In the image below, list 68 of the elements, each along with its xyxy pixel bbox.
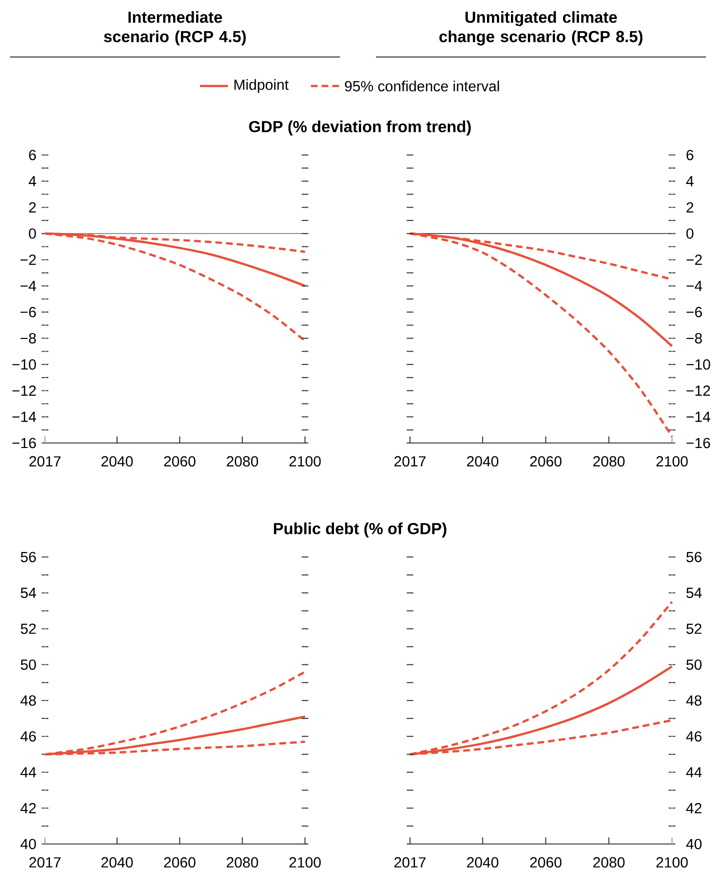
y-tick-label: 42: [20, 803, 36, 814]
y2-tick-label: 46: [686, 731, 702, 742]
y-tick-label: −14: [12, 412, 36, 422]
y-tick-label: 40: [20, 838, 36, 850]
x-tick-label: 2017: [29, 857, 61, 868]
y2-tick-label: 52: [686, 624, 702, 634]
y2-tick-label: 6: [686, 150, 694, 160]
y2-tick-label: −12: [686, 386, 710, 396]
x-tick-label: 2100: [656, 456, 688, 467]
x-tick-label: 2060: [164, 456, 196, 467]
y-tick-label: 6: [29, 150, 36, 160]
legend-label: 95% confidence interval: [344, 80, 499, 92]
x-tick-label: 2017: [29, 456, 61, 467]
y2-tick-label: −10: [686, 359, 710, 370]
legend-label: Midpoint: [234, 79, 289, 93]
y2-tick-label: −8: [686, 333, 702, 344]
y-tick-label: −16: [12, 438, 36, 448]
y-tick-label: 54: [20, 588, 36, 598]
y2-tick-label: −14: [686, 412, 710, 422]
x-tick-label: 2080: [226, 456, 258, 467]
x-tick-label: 2017: [394, 857, 426, 868]
x-tick-label: 2060: [164, 857, 196, 868]
x-tick-label: 2100: [289, 857, 321, 868]
x-tick-label: 2080: [593, 857, 625, 868]
y-tick-label: 2: [29, 202, 36, 212]
x-tick-label: 2100: [656, 857, 688, 868]
y-tick-label: −2: [20, 254, 36, 265]
y-tick-label: −6: [20, 306, 36, 318]
y2-tick-label: 50: [686, 659, 702, 670]
y-tick-label: −4: [20, 280, 36, 291]
y2-tick-label: −6: [686, 306, 702, 318]
x-tick-label: 2040: [101, 857, 133, 868]
y2-tick-label: 42: [686, 803, 702, 814]
y-tick-label: 50: [20, 659, 36, 670]
x-tick-label: 2060: [530, 456, 562, 467]
text: GDP (% deviation from trend): [249, 120, 471, 136]
y-tick-label: 0: [28, 228, 36, 239]
y2-tick-label: −4: [686, 280, 702, 291]
x-tick-label: 2040: [467, 456, 498, 467]
x-tick-label: 2080: [593, 456, 625, 467]
y-tick-label: 52: [20, 624, 36, 634]
y-tick-label: 44: [20, 767, 36, 778]
x-tick-label: 2100: [289, 456, 321, 467]
y2-tick-label: 56: [686, 552, 702, 562]
y2-tick-label: 44: [686, 767, 702, 778]
x-tick-label: 2080: [226, 857, 258, 868]
y-tick-label: 46: [20, 731, 36, 742]
y2-tick-label: 2: [686, 202, 694, 212]
x-tick-label: 2040: [101, 456, 133, 467]
y-tick-label: −12: [12, 386, 36, 396]
y-tick-label: 4: [28, 176, 36, 186]
x-tick-label: 2060: [530, 857, 562, 868]
y2-tick-label: 0: [686, 228, 694, 239]
y2-tick-label: 40: [686, 838, 702, 850]
x-tick-label: 2017: [394, 456, 426, 467]
x-tick-label: 2040: [467, 857, 498, 868]
y-tick-label: 48: [20, 695, 36, 706]
y-tick-label: 56: [20, 552, 36, 562]
y2-tick-label: −2: [686, 254, 702, 265]
y2-tick-label: 4: [686, 176, 694, 186]
y-tick-label: −10: [12, 359, 36, 370]
y2-tick-label: 48: [686, 695, 702, 706]
y-tick-label: −8: [20, 333, 36, 344]
y2-tick-label: −16: [686, 438, 710, 448]
chart-title: Intermediate scenario (RCP 4.5): [104, 11, 246, 46]
text: Public debt (% of GDP): [274, 522, 446, 538]
chart-title: Unmitigated climate change scenario (RCP 8.5): [439, 11, 642, 46]
y2-tick-label: 54: [686, 588, 702, 598]
